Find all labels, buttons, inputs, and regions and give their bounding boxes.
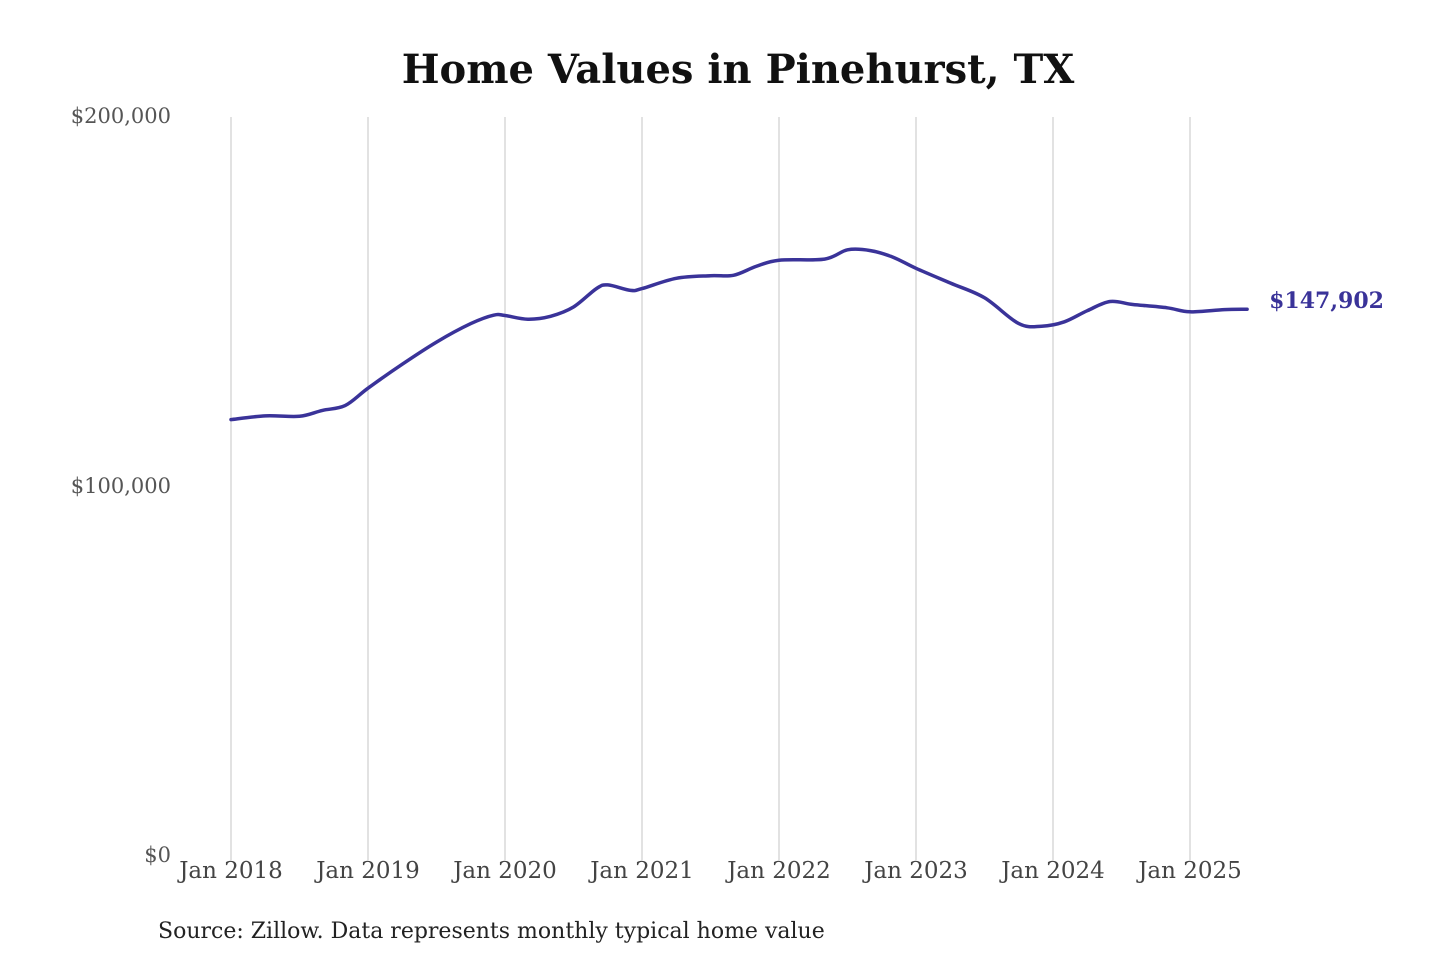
x-tick-label: Jan 2018 — [177, 858, 283, 884]
y-tick-label: $100,000 — [71, 474, 171, 498]
x-tick-label: Jan 2021 — [588, 858, 694, 884]
source-note: Source: Zillow. Data represents monthly … — [158, 919, 825, 944]
end-value-label: $147,902 — [1269, 288, 1384, 314]
x-tick-label: Jan 2024 — [999, 858, 1105, 884]
series-line — [229, 247, 1249, 422]
x-tick-label: Jan 2019 — [314, 858, 420, 884]
y-tick-label: $0 — [144, 843, 171, 867]
y-tick-label: $200,000 — [71, 104, 171, 128]
x-tick-label: Jan 2022 — [725, 858, 831, 884]
x-tick-label: Jan 2025 — [1136, 858, 1242, 884]
y-axis-ticks: $0 $100,000 $200,000 — [71, 104, 171, 867]
gridlines — [230, 117, 1191, 860]
x-tick-label: Jan 2020 — [451, 858, 557, 884]
chart-title: Home Values in Pinehurst, TX — [402, 46, 1075, 93]
x-axis-ticks: Jan 2018 Jan 2019 Jan 2020 Jan 2021 Jan 2022… — [177, 858, 1242, 884]
series-layer: $147,902 — [229, 247, 1384, 422]
x-tick-label: Jan 2023 — [862, 858, 968, 884]
